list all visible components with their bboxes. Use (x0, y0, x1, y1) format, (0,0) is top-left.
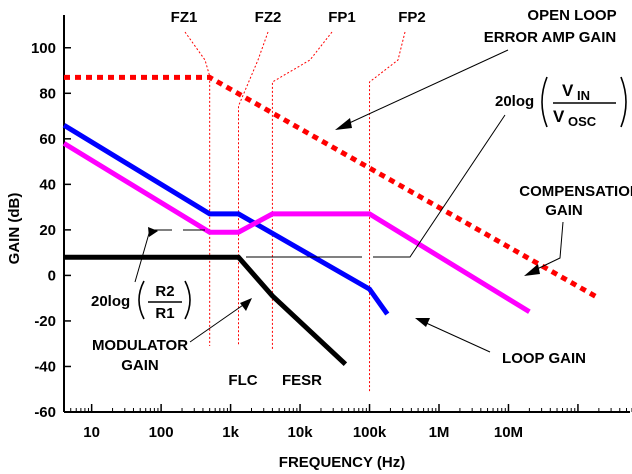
open-loop-label-line2: ERROR AMP GAIN (484, 29, 617, 46)
vin-formula-prefix: 20log (495, 93, 534, 110)
y-tick-label: 100 (31, 40, 56, 57)
vin-formula-denominator-sub: OSC (568, 114, 597, 129)
loop-gain-arrow-line (423, 321, 491, 353)
y-tick-label: -20 (34, 313, 56, 330)
r-formula-prefix: 20log (91, 293, 130, 310)
x-tick-label: 10k (288, 424, 314, 441)
modulator-arrow-line (189, 302, 247, 343)
x-tick-label: 100k (353, 424, 387, 441)
series-line-2 (62, 141, 531, 314)
vin-formula-numerator: V (562, 81, 574, 100)
series-lines (62, 74, 601, 367)
guide-fz2 (238, 31, 269, 346)
compensation-label-line1: COMPENSATION (519, 183, 632, 200)
x-tick-label: 1k (222, 424, 239, 441)
x-tick-label: 10M (494, 424, 523, 441)
series-line-0 (64, 74, 601, 301)
x-tick-label: 10 (83, 424, 100, 441)
series-line-3 (64, 254, 348, 367)
y-tick-label: -40 (34, 358, 56, 375)
open-loop-arrow-line (344, 49, 509, 126)
loop-gain-label: LOOP GAIN (502, 350, 586, 367)
loop-gain-arrowhead (415, 318, 430, 327)
marker-label-fp2: FP2 (398, 9, 426, 26)
y-tick-label: 40 (39, 176, 56, 193)
modulator-label-line1: MODULATOR (92, 337, 188, 354)
compensation-arrow-line (534, 221, 564, 271)
open-loop-arrowhead (335, 118, 352, 130)
vin-formula-denominator: V (553, 107, 565, 126)
series-line-1 (62, 123, 390, 316)
marker-label-fp1: FP1 (328, 9, 356, 26)
vin-formula-rparen (620, 76, 627, 128)
x-tick-label: 100 (149, 424, 174, 441)
r-formula-denominator: R1 (155, 305, 174, 322)
r-formula-rparen (184, 280, 191, 320)
compensation-arrowhead (524, 264, 540, 276)
plot-axes (63, 15, 632, 413)
y-tick-label: -60 (34, 404, 56, 421)
vin-formula-leader (373, 114, 506, 258)
modulator-arrowhead (240, 298, 252, 311)
compensation-label-line2: GAIN (545, 202, 583, 219)
x-tick-label: 1M (429, 424, 450, 441)
marker-label-fz2: FZ2 (255, 9, 282, 26)
modulator-label-line2: GAIN (121, 357, 159, 374)
r-formula-arrowhead (148, 227, 158, 237)
guide-fz1 (184, 31, 211, 346)
vin-formula-lparen (541, 76, 548, 128)
guide-fp2 (369, 31, 406, 392)
y-axis-title: GAIN (dB) (6, 193, 23, 265)
vin-formula-numerator-sub: IN (577, 88, 590, 103)
r-formula-numerator: R2 (155, 283, 174, 300)
r-formula-lparen (138, 280, 145, 320)
y-tick-label: 20 (39, 222, 56, 239)
x-axis-title: FREQUENCY (Hz) (279, 454, 405, 471)
y-tick-label: 80 (39, 85, 56, 102)
marker-label-fz1: FZ1 (171, 9, 198, 26)
open-loop-label-line1: OPEN LOOP (527, 7, 616, 24)
marker-label-flc: FLC (228, 372, 257, 389)
y-tick-label: 60 (39, 131, 56, 148)
annotations: FZ1 FZ2 FP1 FP2 FLC FESR OPEN LOOP ERROR AMP GA… (91, 7, 632, 389)
tick-labels: -60 -40 -20 0 20 40 60 80 100 10 100 1k 10k 100k 1M 10M… (6, 40, 523, 471)
y-tick-label: 0 (48, 267, 56, 284)
marker-label-fesr: FESR (282, 372, 322, 389)
